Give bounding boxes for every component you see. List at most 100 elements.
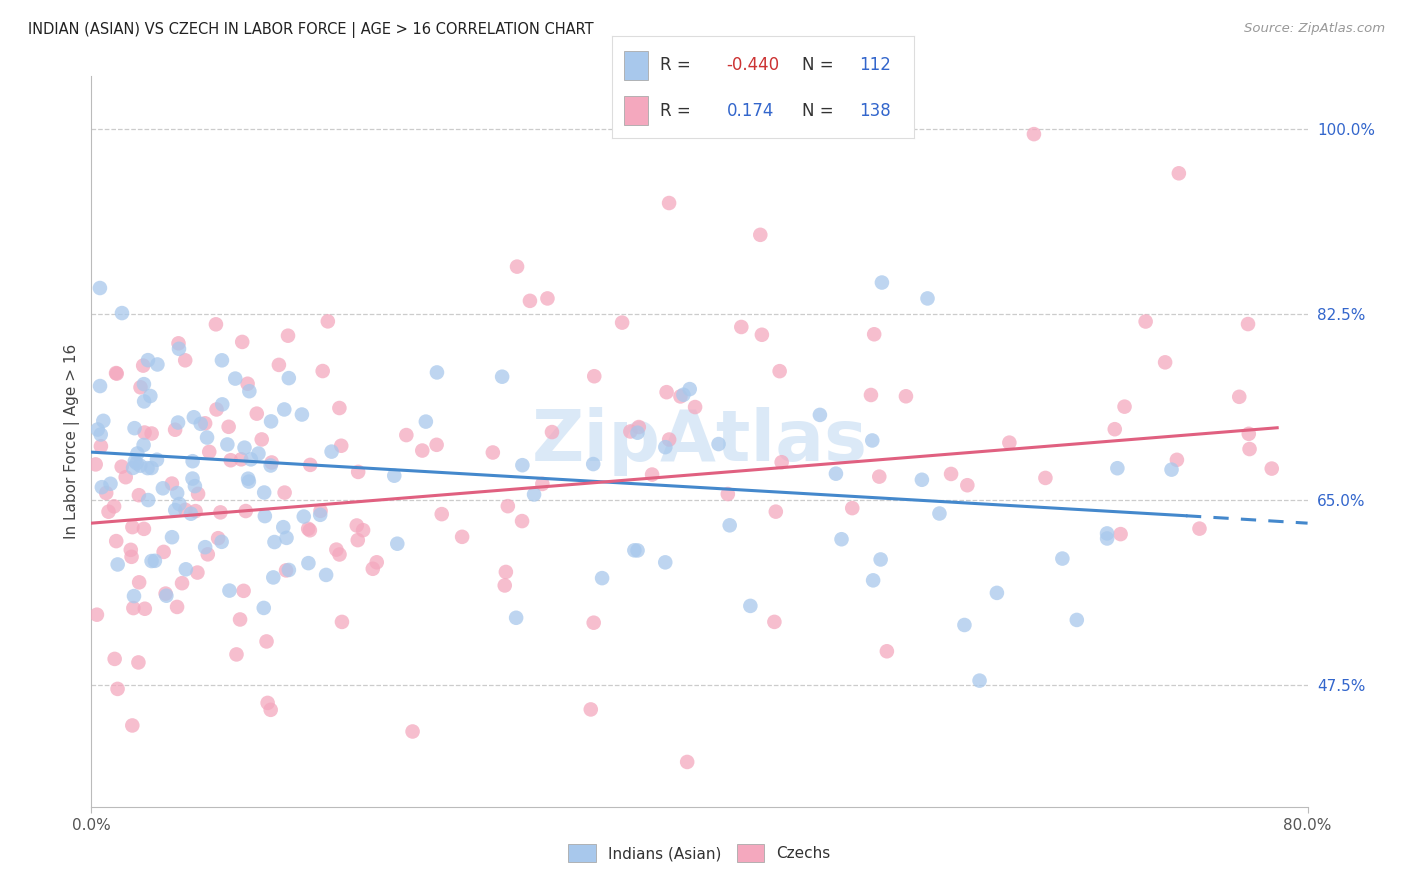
Point [219,453,242,467]
Point [107,558,129,572]
Point [262,570,284,584]
Point [623,543,645,558]
Point [299,458,322,472]
Point [495,565,517,579]
Point [676,755,699,769]
Point [211,353,233,368]
Point [103,500,125,514]
Point [276,531,298,545]
Point [86,423,108,437]
Point [1109,527,1132,541]
Point [136,493,159,508]
Point [247,446,270,460]
Point [167,416,190,430]
Point [654,440,676,454]
Point [181,472,204,486]
Point [1239,442,1261,456]
Point [451,530,474,544]
Point [541,425,564,439]
Point [169,497,191,511]
Text: 138: 138 [859,102,891,120]
Text: ZipAtlas: ZipAtlas [531,407,868,476]
Point [277,563,299,577]
Point [90,427,112,442]
Point [260,703,283,717]
Point [105,366,128,380]
Point [1237,426,1260,441]
Point [121,520,143,534]
Point [523,487,546,501]
Point [197,547,219,561]
Point [141,426,163,441]
Point [1135,314,1157,328]
Point [211,534,233,549]
Point [679,382,702,396]
Point [231,452,253,467]
Point [122,589,145,603]
Point [209,505,232,519]
Point [655,385,678,400]
Point [84,458,107,472]
Point [672,388,695,402]
Point [190,417,212,431]
Point [132,522,155,536]
Point [155,589,177,603]
Point [749,227,772,242]
Point [152,481,174,495]
Point [218,583,240,598]
Point [998,435,1021,450]
Point [506,260,529,274]
Point [730,320,752,334]
Point [260,455,283,469]
Point [740,599,762,613]
Point [619,425,641,439]
Point [225,648,247,662]
Point [174,503,197,517]
Point [146,358,169,372]
Point [160,476,183,491]
Point [104,652,127,666]
Text: R =: R = [659,102,690,120]
Bar [624,51,648,79]
Point [1114,400,1136,414]
Point [129,458,152,473]
Point [139,389,162,403]
Point [426,366,449,380]
Point [868,469,890,483]
Point [658,196,681,211]
Point [765,505,787,519]
Point [626,425,648,440]
Point [134,394,156,409]
Point [253,509,276,524]
Point [426,438,449,452]
Point [626,543,648,558]
Point [198,445,221,459]
Point [1154,355,1177,369]
Point [271,520,294,534]
Point [610,316,633,330]
Point [825,467,848,481]
Point [911,473,934,487]
Point [482,445,505,459]
Point [253,601,276,615]
Point [170,576,193,591]
Point [292,509,315,524]
Point [512,458,534,473]
Point [120,542,142,557]
Point [174,353,197,368]
Point [194,417,217,431]
Point [297,556,319,570]
Point [236,472,259,486]
Point [683,400,706,414]
Y-axis label: In Labor Force | Age > 16: In Labor Force | Age > 16 [65,344,80,539]
Point [160,530,183,544]
Point [1166,453,1188,467]
Point [328,401,350,415]
Point [583,369,606,384]
Point [194,540,217,554]
Point [143,554,166,568]
Point [316,314,339,328]
Point [132,438,155,452]
Point [195,430,218,444]
Point [291,408,314,422]
